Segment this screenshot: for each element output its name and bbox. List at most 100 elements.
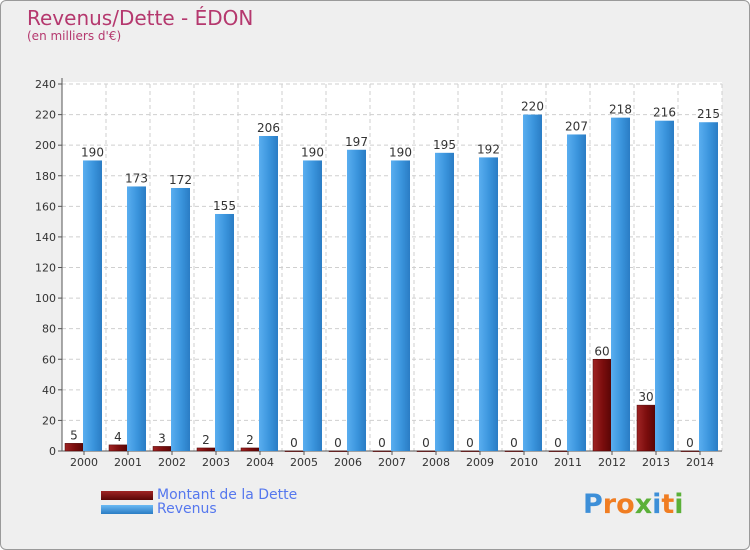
data-label-dette-2014: 0 — [686, 436, 694, 450]
bar-dette-2008 — [416, 450, 436, 452]
x-tick-label: 2006 — [334, 456, 362, 469]
bar-revenus-2007 — [391, 160, 410, 452]
bar-revenus-2000 — [83, 160, 102, 452]
x-tick-label: 2002 — [158, 456, 186, 469]
bar-dette-2002 — [152, 446, 172, 452]
y-tick-label: 120 — [35, 262, 56, 275]
bar-revenus-2001 — [127, 186, 146, 451]
y-tick-label: 0 — [49, 445, 56, 458]
legend-swatch-revenus — [101, 504, 153, 514]
bar-dette-2007 — [372, 450, 392, 452]
x-tick-label: 2007 — [378, 456, 406, 469]
bar-revenus-2006 — [347, 149, 366, 452]
bar-revenus-2002 — [171, 187, 190, 451]
proxiti-logo: Proxiti — [583, 489, 684, 520]
bar-revenus-2008 — [435, 152, 454, 451]
x-tick-label: 2000 — [70, 456, 98, 469]
logo-letter: x — [634, 489, 653, 520]
data-label-revenus-2005: 190 — [301, 145, 324, 159]
data-label-revenus-2011: 207 — [565, 119, 588, 133]
y-tick-label: 180 — [35, 170, 56, 183]
data-label-dette-2001: 4 — [114, 430, 122, 444]
bar-dette-2005 — [284, 450, 304, 452]
bar-dette-2014 — [680, 450, 700, 452]
y-tick-label: 80 — [42, 323, 56, 336]
x-tick-label: 2001 — [114, 456, 142, 469]
bar-revenus-2011 — [567, 134, 586, 451]
legend-item-revenus: Revenus — [101, 501, 217, 517]
data-label-revenus-2004: 206 — [257, 121, 280, 135]
logo-letter: i — [674, 489, 684, 520]
bar-dette-2010 — [504, 450, 524, 452]
legend-swatch-dette — [101, 490, 153, 500]
data-label-revenus-2014: 215 — [697, 107, 720, 121]
bar-revenus-2005 — [303, 160, 322, 452]
logo-letter: t — [661, 489, 675, 520]
y-tick-label: 60 — [42, 353, 56, 366]
x-tick-label: 2004 — [246, 456, 274, 469]
bar-dette-2000 — [64, 443, 84, 452]
bar-revenus-2010 — [523, 114, 542, 451]
bar-dette-2001 — [108, 444, 128, 452]
x-tick-label: 2012 — [598, 456, 626, 469]
data-label-dette-2012: 60 — [594, 344, 609, 358]
data-label-revenus-2006: 197 — [345, 135, 368, 149]
legend-label-revenus: Revenus — [157, 501, 217, 517]
bar-dette-2004 — [240, 447, 260, 452]
chart-title: Revenus/Dette - ÉDON — [27, 6, 254, 30]
x-tick-label: 2008 — [422, 456, 450, 469]
data-label-revenus-2003: 155 — [213, 199, 236, 213]
bar-dette-2011 — [548, 450, 568, 452]
data-label-revenus-2002: 172 — [169, 173, 192, 187]
bar-revenus-2014 — [699, 122, 718, 452]
bar-revenus-2003 — [215, 213, 234, 451]
data-label-dette-2005: 0 — [290, 436, 298, 450]
y-tick-label: 200 — [35, 139, 56, 152]
data-label-revenus-2007: 190 — [389, 145, 412, 159]
data-label-revenus-2010: 220 — [521, 100, 544, 114]
x-tick-label: 2005 — [290, 456, 318, 469]
logo-letter: i — [652, 489, 662, 520]
data-label-dette-2006: 0 — [334, 436, 342, 450]
bar-dette-2003 — [196, 447, 216, 452]
data-label-dette-2013: 30 — [638, 390, 653, 404]
data-label-revenus-2009: 192 — [477, 142, 500, 156]
y-tick-label: 140 — [35, 231, 56, 244]
data-label-revenus-2008: 195 — [433, 138, 456, 152]
data-label-dette-2010: 0 — [510, 436, 518, 450]
bar-dette-2013 — [636, 404, 656, 452]
data-label-dette-2002: 3 — [158, 431, 166, 445]
logo-letter: o — [616, 489, 635, 520]
bar-dette-2006 — [328, 450, 348, 452]
legend-item-dette: Montant de la Dette — [101, 487, 297, 503]
x-tick-label: 2014 — [686, 456, 714, 469]
y-tick-label: 20 — [42, 414, 56, 427]
data-labels: 5190417331722155220601900197019001950192… — [70, 100, 720, 450]
data-label-dette-2004: 2 — [246, 433, 254, 447]
data-label-dette-2008: 0 — [422, 436, 430, 450]
data-label-revenus-2000: 190 — [81, 145, 104, 159]
chart-subtitle: (en milliers d'€) — [27, 29, 122, 43]
data-label-revenus-2013: 216 — [653, 106, 676, 120]
data-label-dette-2000: 5 — [70, 428, 78, 442]
data-label-revenus-2012: 218 — [609, 103, 632, 117]
x-tick-label: 2013 — [642, 456, 670, 469]
x-tick-label: 2010 — [510, 456, 538, 469]
bars — [64, 114, 718, 452]
y-tick-label: 160 — [35, 200, 56, 213]
data-label-dette-2011: 0 — [554, 436, 562, 450]
data-label-dette-2003: 2 — [202, 433, 210, 447]
x-tick-label: 2003 — [202, 456, 230, 469]
data-label-dette-2007: 0 — [378, 436, 386, 450]
bar-dette-2009 — [460, 450, 480, 452]
x-tick-label: 2011 — [554, 456, 582, 469]
bar-revenus-2012 — [611, 117, 630, 452]
x-tick-label: 2009 — [466, 456, 494, 469]
data-label-dette-2009: 0 — [466, 436, 474, 450]
logo-letter: P — [583, 489, 603, 520]
y-tick-label: 100 — [35, 292, 56, 305]
y-tick-label: 220 — [35, 109, 56, 122]
bar-revenus-2013 — [655, 120, 674, 451]
